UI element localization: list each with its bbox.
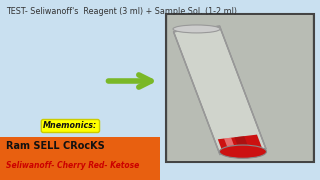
Ellipse shape [220, 145, 267, 158]
FancyBboxPatch shape [168, 15, 312, 161]
Polygon shape [224, 138, 237, 153]
Polygon shape [218, 135, 262, 154]
Text: Ram SELL CRocKS: Ram SELL CRocKS [6, 141, 105, 151]
Polygon shape [173, 26, 266, 154]
FancyBboxPatch shape [166, 14, 314, 162]
Text: Seliwanoff- Cherry Red- Ketose: Seliwanoff- Cherry Red- Ketose [6, 161, 140, 170]
FancyBboxPatch shape [0, 137, 160, 180]
Text: Mnemonics:: Mnemonics: [43, 122, 98, 130]
Text: TEST- Seliwanoff's  Reagent (3 ml) + Sample Sol. (1-2 ml): TEST- Seliwanoff's Reagent (3 ml) + Samp… [6, 7, 237, 16]
Polygon shape [235, 136, 250, 152]
Ellipse shape [173, 25, 220, 33]
